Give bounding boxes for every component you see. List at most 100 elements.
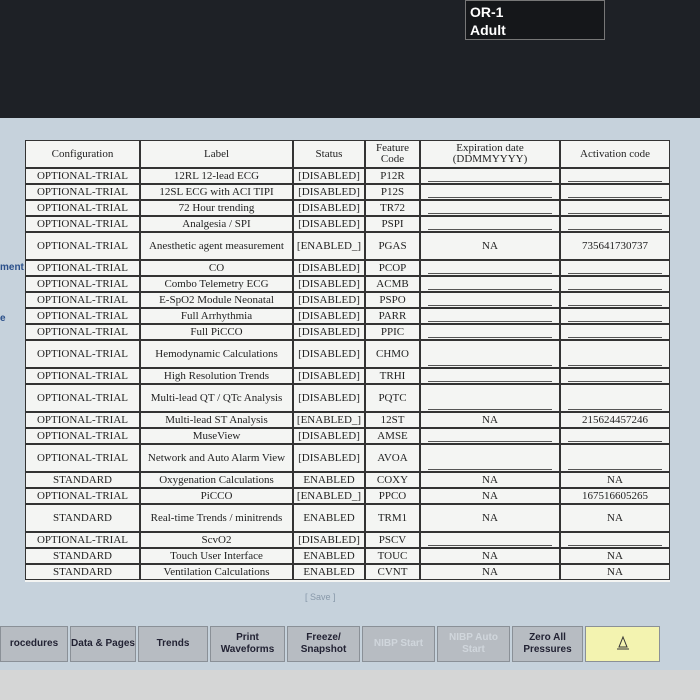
blank-field-line	[428, 181, 552, 182]
softkey-button[interactable]: Print Waveforms	[210, 626, 285, 662]
table-cell: Multi-lead ST Analysis	[140, 412, 293, 428]
table-cell: 735641730737	[560, 232, 670, 260]
blank-field-line	[428, 409, 552, 410]
table-cell: [DISABLED]	[293, 444, 365, 472]
blank-field-line	[428, 213, 552, 214]
table-cell: PSPI	[365, 216, 420, 232]
patient-header: OR-1 Adult	[465, 0, 605, 40]
table-cell: ENABLED	[293, 504, 365, 532]
blank-field-line	[428, 273, 552, 274]
table-cell: [DISABLED]	[293, 324, 365, 340]
table-cell: NA	[420, 564, 560, 580]
softkey-button[interactable]: NIBP Start	[362, 626, 435, 662]
feature-table: Configuration Label Status Feature Code Expi…	[25, 140, 670, 582]
blank-field-line	[568, 441, 662, 442]
softkey-button[interactable]: Zero All Pressures	[512, 626, 583, 662]
table-cell: Real-time Trends / minitrends	[140, 504, 293, 532]
table-cell	[560, 168, 670, 184]
blank-field-line	[568, 305, 662, 306]
table-cell: PSPO	[365, 292, 420, 308]
table-cell: [ENABLED_]	[293, 412, 365, 428]
table-cell: Full Arrhythmia	[140, 308, 293, 324]
table-cell: Full PiCCO	[140, 324, 293, 340]
blank-field-line	[568, 409, 662, 410]
softkey-button[interactable]: rocedures	[0, 626, 68, 662]
blank-field-line	[428, 365, 552, 366]
table-cell: [DISABLED]	[293, 308, 365, 324]
table-cell: PCOP	[365, 260, 420, 276]
table-cell: OPTIONAL-TRIAL	[25, 428, 140, 444]
blank-field-line	[568, 381, 662, 382]
table-cell: 12RL 12-lead ECG	[140, 168, 293, 184]
table-cell	[560, 308, 670, 324]
blank-field-line	[428, 441, 552, 442]
table-cell	[560, 200, 670, 216]
softkey-button[interactable]: Data & Pages	[70, 626, 136, 662]
blank-field-line	[568, 213, 662, 214]
alarm-button[interactable]	[585, 626, 660, 662]
table-cell: OPTIONAL-TRIAL	[25, 216, 140, 232]
table-cell: PiCCO	[140, 488, 293, 504]
table-cell	[560, 276, 670, 292]
softkey-button[interactable]: NIBP Auto Start	[437, 626, 510, 662]
table-cell	[420, 276, 560, 292]
table-cell: OPTIONAL-TRIAL	[25, 232, 140, 260]
blank-field-line	[568, 229, 662, 230]
table-cell: P12R	[365, 168, 420, 184]
table-cell: [DISABLED]	[293, 384, 365, 412]
softkey-button[interactable]: Freeze/ Snapshot	[287, 626, 360, 662]
table-cell: 215624457246	[560, 412, 670, 428]
table-cell: E-SpO2 Module Neonatal	[140, 292, 293, 308]
table-cell: OPTIONAL-TRIAL	[25, 308, 140, 324]
table-cell: CO	[140, 260, 293, 276]
blank-field-line	[428, 545, 552, 546]
table-cell: PPIC	[365, 324, 420, 340]
table-cell: OPTIONAL-TRIAL	[25, 260, 140, 276]
blank-field-line	[428, 337, 552, 338]
table-cell: AMSE	[365, 428, 420, 444]
table-cell: P12S	[365, 184, 420, 200]
table-cell: OPTIONAL-TRIAL	[25, 324, 140, 340]
patient-type: Adult	[470, 22, 506, 38]
side-label: ment	[0, 262, 24, 273]
table-cell	[420, 428, 560, 444]
table-cell	[560, 368, 670, 384]
blank-field-line	[568, 273, 662, 274]
table-cell: NA	[420, 504, 560, 532]
table-cell: Analgesia / SPI	[140, 216, 293, 232]
table-cell: PGAS	[365, 232, 420, 260]
softkey-button[interactable]: Trends	[138, 626, 208, 662]
table-cell	[420, 368, 560, 384]
table-cell: [ENABLED_]	[293, 488, 365, 504]
blank-field-line	[428, 229, 552, 230]
table-cell: OPTIONAL-TRIAL	[25, 340, 140, 368]
table-cell	[420, 200, 560, 216]
table-cell: NA	[560, 548, 670, 564]
table-cell: 12ST	[365, 412, 420, 428]
bell-icon	[616, 635, 629, 650]
table-cell: ENABLED	[293, 472, 365, 488]
table-cell: NA	[420, 232, 560, 260]
table-cell: OPTIONAL-TRIAL	[25, 384, 140, 412]
table-cell: AVOA	[365, 444, 420, 472]
table-cell: [DISABLED]	[293, 184, 365, 200]
table-cell: OPTIONAL-TRIAL	[25, 488, 140, 504]
table-cell: TRM1	[365, 504, 420, 532]
table-cell: PSCV	[365, 532, 420, 548]
table-cell: OPTIONAL-TRIAL	[25, 292, 140, 308]
table-cell: Network and Auto Alarm View	[140, 444, 293, 472]
save-button[interactable]: [ Save ]	[305, 592, 336, 602]
blank-field-line	[568, 545, 662, 546]
table-cell: [DISABLED]	[293, 532, 365, 548]
table-cell: STANDARD	[25, 564, 140, 580]
table-cell: [DISABLED]	[293, 276, 365, 292]
table-cell: [DISABLED]	[293, 428, 365, 444]
table-cell: STANDARD	[25, 548, 140, 564]
location: OR-1	[470, 4, 504, 20]
table-cell	[560, 184, 670, 200]
table-cell	[420, 184, 560, 200]
blank-field-line	[428, 305, 552, 306]
table-cell: NA	[560, 504, 670, 532]
table-cell: NA	[560, 472, 670, 488]
table-cell: NA	[420, 472, 560, 488]
